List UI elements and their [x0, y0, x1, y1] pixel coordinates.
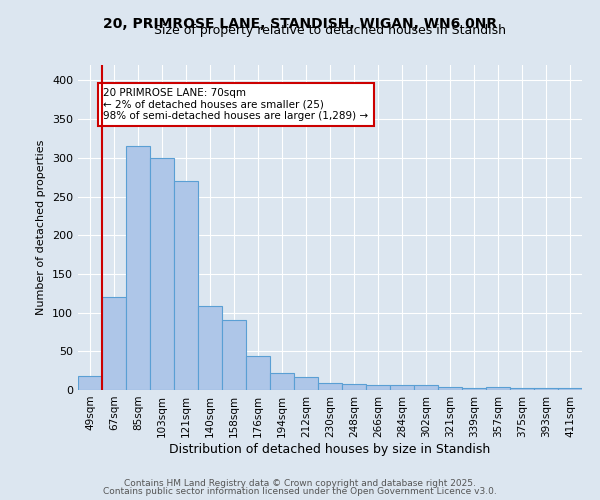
Text: Contains public sector information licensed under the Open Government Licence v3: Contains public sector information licen… [103, 487, 497, 496]
Bar [414, 386, 438, 390]
Bar [510, 388, 534, 390]
Bar [486, 387, 510, 390]
Bar [438, 387, 462, 390]
Bar [222, 320, 246, 390]
Bar [294, 377, 318, 390]
Bar [342, 384, 366, 390]
Text: 20, PRIMROSE LANE, STANDISH, WIGAN, WN6 0NR: 20, PRIMROSE LANE, STANDISH, WIGAN, WN6 … [103, 18, 497, 32]
Bar [246, 356, 270, 390]
Text: 20 PRIMROSE LANE: 70sqm
← 2% of detached houses are smaller (25)
98% of semi-det: 20 PRIMROSE LANE: 70sqm ← 2% of detached… [103, 88, 368, 121]
Bar [558, 388, 582, 390]
Bar [102, 297, 126, 390]
Y-axis label: Number of detached properties: Number of detached properties [37, 140, 46, 315]
Bar [534, 388, 558, 390]
Bar [390, 384, 414, 390]
Bar [462, 388, 486, 390]
Bar [174, 181, 198, 390]
Bar [270, 373, 294, 390]
X-axis label: Distribution of detached houses by size in Standish: Distribution of detached houses by size … [169, 442, 491, 456]
Bar [126, 146, 150, 390]
Bar [198, 306, 222, 390]
Bar [366, 384, 390, 390]
Bar [150, 158, 174, 390]
Title: Size of property relative to detached houses in Standish: Size of property relative to detached ho… [154, 24, 506, 38]
Text: Contains HM Land Registry data © Crown copyright and database right 2025.: Contains HM Land Registry data © Crown c… [124, 478, 476, 488]
Bar [78, 376, 102, 390]
Bar [318, 383, 342, 390]
